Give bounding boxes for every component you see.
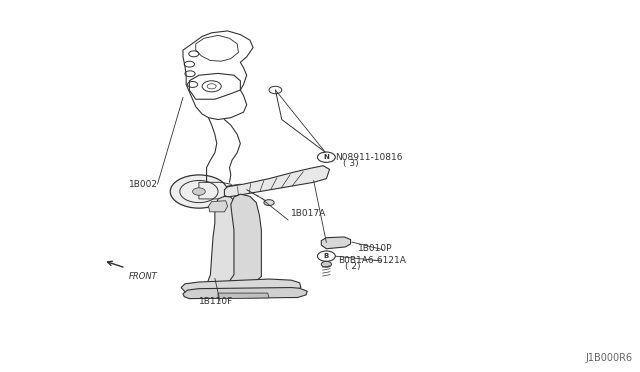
Polygon shape [181,279,301,293]
Text: ( 2): ( 2) [346,262,361,271]
Text: B0B1A6-6121A: B0B1A6-6121A [338,256,406,265]
Text: 1B017A: 1B017A [291,209,326,218]
Circle shape [264,200,274,206]
Text: N: N [323,154,330,160]
Circle shape [170,175,228,208]
Text: 1B002: 1B002 [129,180,157,189]
Polygon shape [218,293,269,299]
Polygon shape [321,237,351,249]
Polygon shape [225,166,330,197]
Text: 1B010P: 1B010P [358,244,393,253]
Circle shape [321,261,332,267]
Text: 1B110F: 1B110F [199,297,233,306]
Text: ( 3): ( 3) [343,158,358,168]
Text: J1B000R6: J1B000R6 [585,353,632,363]
Text: FRONT: FRONT [129,272,157,280]
Polygon shape [189,196,237,291]
Polygon shape [183,288,307,299]
Circle shape [193,188,205,195]
Text: B: B [324,253,329,259]
Polygon shape [218,194,261,289]
Polygon shape [209,201,228,212]
Text: N08911-10816: N08911-10816 [335,153,403,162]
